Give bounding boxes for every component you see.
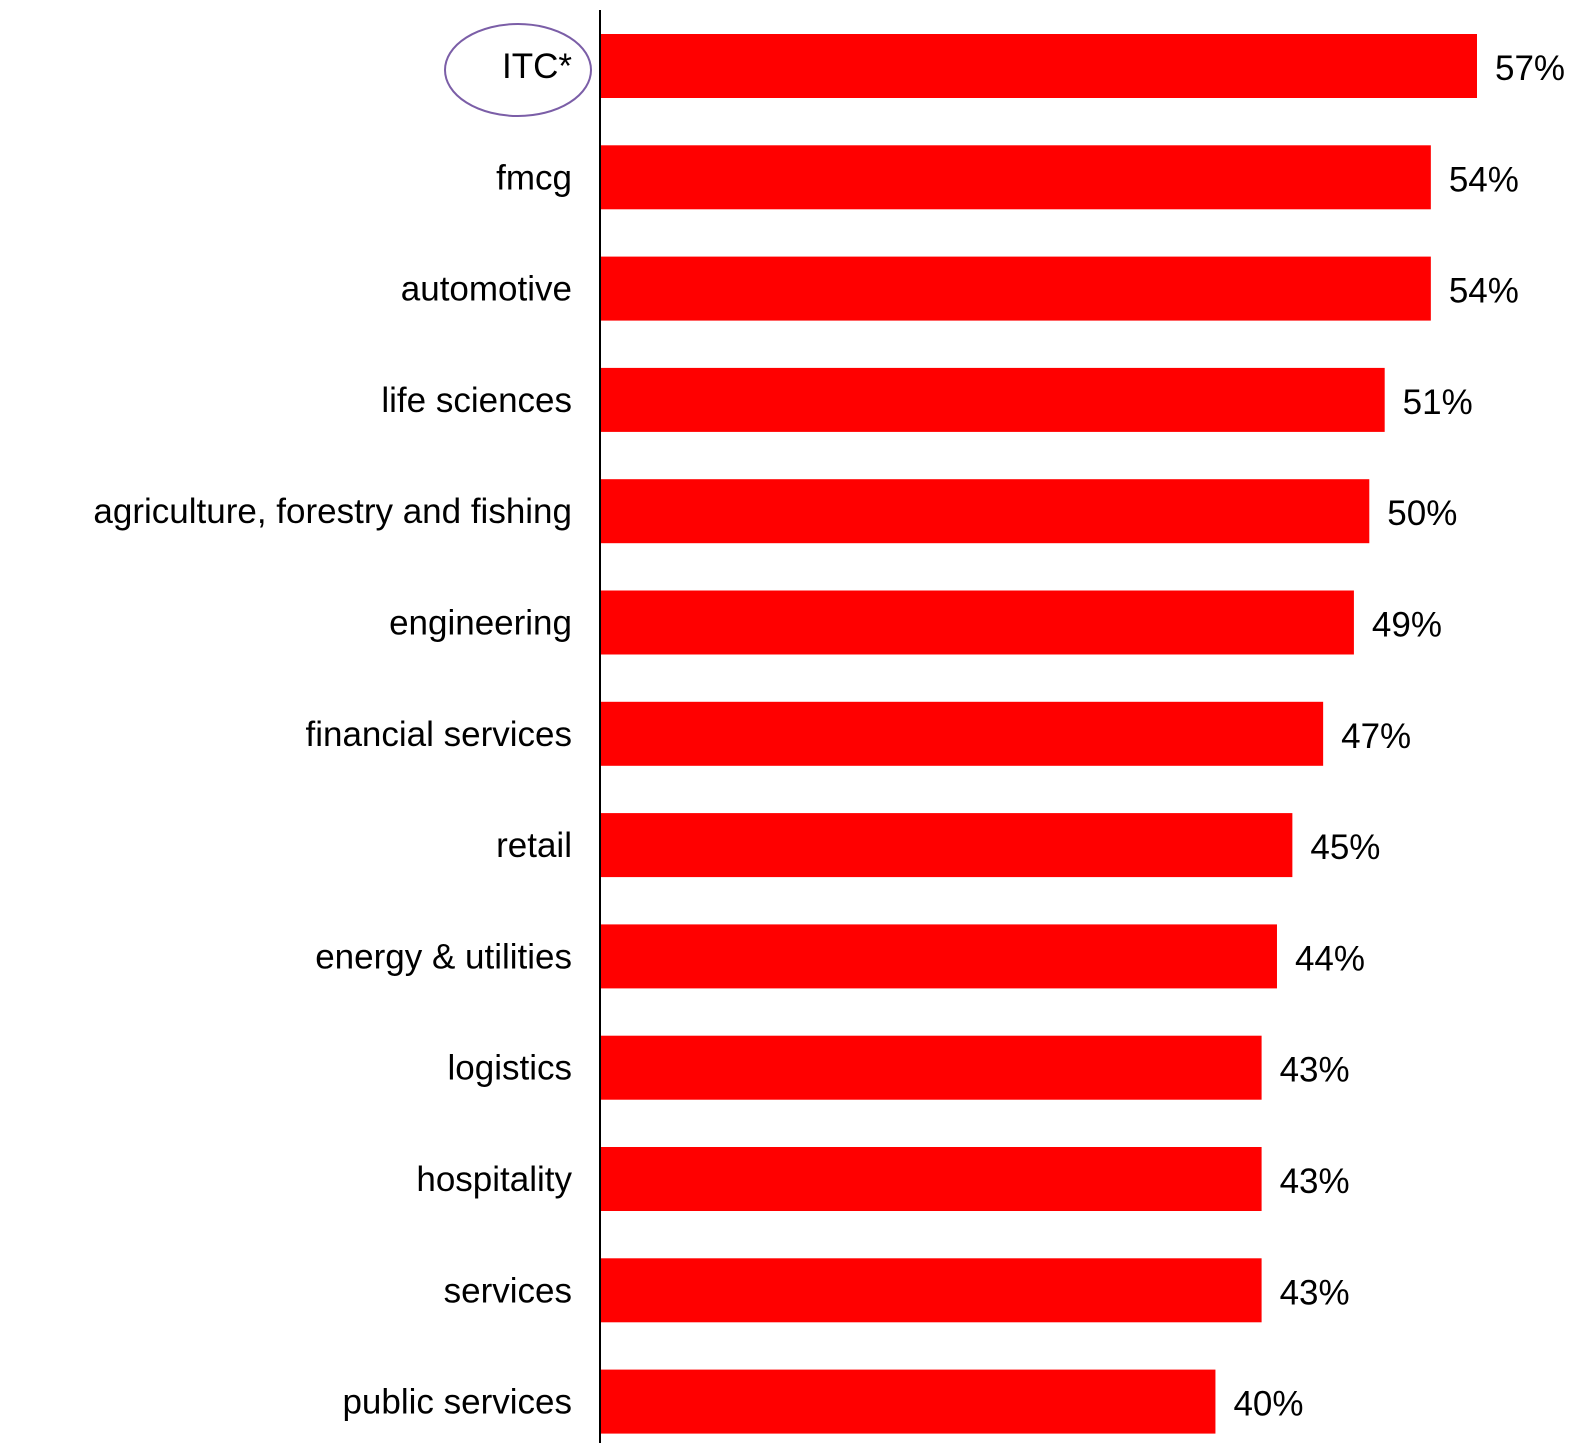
bar	[600, 1258, 1262, 1323]
category-label: financial services	[306, 715, 573, 754]
value-label: 51%	[1403, 383, 1473, 422]
value-label: 43%	[1280, 1162, 1350, 1201]
bar	[600, 145, 1431, 210]
bar	[600, 1369, 1216, 1434]
bar	[600, 701, 1324, 766]
bar	[600, 1147, 1262, 1211]
bar	[600, 590, 1354, 655]
category-label: services	[444, 1271, 572, 1310]
category-label: fmcg	[496, 158, 572, 197]
bar	[600, 1035, 1262, 1100]
category-label: engineering	[389, 604, 572, 643]
bar	[600, 256, 1431, 321]
category-label: logistics	[448, 1049, 572, 1088]
value-label: 43%	[1280, 1273, 1350, 1312]
value-label: 49%	[1372, 606, 1442, 645]
category-label: agriculture, forestry and fishing	[93, 492, 572, 531]
category-label: ITC*	[502, 47, 572, 86]
category-label: life sciences	[381, 381, 572, 420]
value-label: 54%	[1449, 272, 1519, 311]
bar	[600, 34, 1477, 98]
category-label: energy & utilities	[315, 937, 572, 976]
highlight-ellipse	[444, 23, 592, 117]
bar	[600, 479, 1370, 544]
bar	[600, 813, 1293, 878]
value-label: 57%	[1495, 49, 1565, 88]
value-label: 45%	[1310, 828, 1380, 867]
category-label: hospitality	[416, 1160, 572, 1199]
category-label: automotive	[401, 270, 572, 309]
bar	[600, 367, 1385, 432]
bars-group	[600, 34, 1477, 1434]
value-label: 50%	[1387, 494, 1457, 533]
value-label: 40%	[1233, 1385, 1303, 1424]
bar	[600, 924, 1277, 989]
value-labels-group: 57% 54% 54% 51% 50% 49% 47% 45% 44% 43% 43% 43% 40%	[1233, 49, 1565, 1424]
value-label: 44%	[1295, 939, 1365, 978]
value-label: 43%	[1280, 1051, 1350, 1090]
category-label: public services	[342, 1383, 572, 1422]
category-labels-group: ITC* fmcg automotive life sciences agricultu…	[93, 47, 572, 1422]
value-label: 54%	[1449, 160, 1519, 199]
category-label: retail	[496, 826, 572, 865]
value-label: 47%	[1341, 717, 1411, 756]
